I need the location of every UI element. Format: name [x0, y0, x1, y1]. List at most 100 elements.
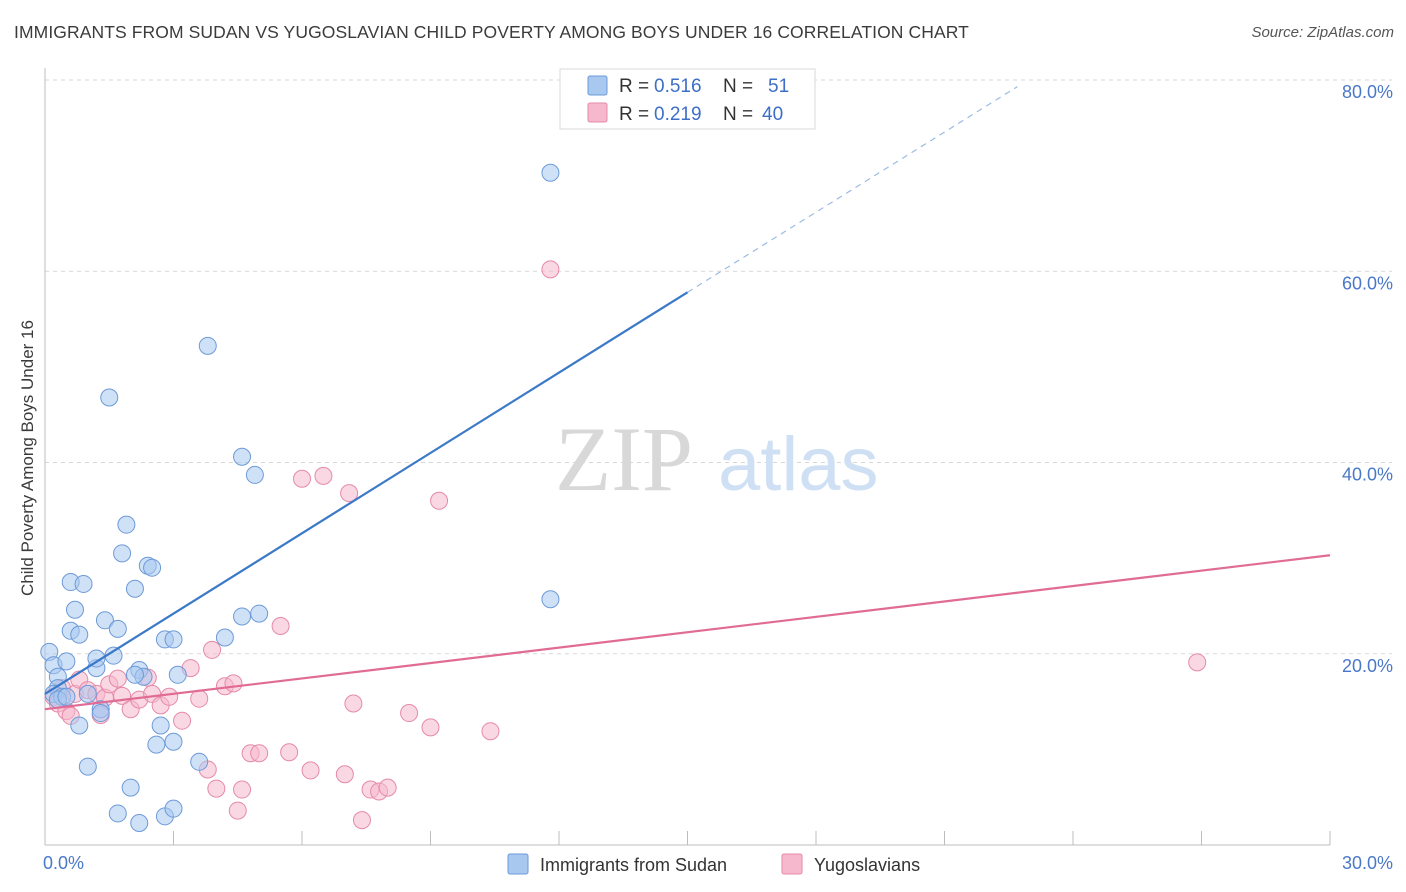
- yugoslavian-point-29: [233, 780, 252, 799]
- legend-n-label-yugoslavians: N =: [723, 104, 753, 125]
- series-yugoslavians-points: [44, 260, 1207, 830]
- yugoslavian-point-45: [421, 718, 440, 737]
- yugoslavian-point-19: [160, 687, 179, 706]
- legend-n-value-yugoslavians: 40: [762, 104, 783, 125]
- legend: R = 0.516 N = 51 R = 0.219 N = 40: [559, 68, 816, 130]
- sudan-point-13: [74, 574, 93, 593]
- sudan-point-49: [245, 465, 264, 484]
- watermark-zip: ZIP: [555, 408, 693, 510]
- legend-swatch-yugoslavians: [587, 102, 608, 123]
- sudan-point-8: [57, 652, 76, 671]
- sudan-point-50: [250, 604, 269, 623]
- sudan-point-47: [233, 447, 252, 466]
- sudan-point-40: [164, 630, 183, 649]
- sudan-point-45: [190, 752, 209, 771]
- sudan-point-20: [95, 611, 114, 630]
- bottom-legend-swatch-yugoslavians: [781, 853, 803, 875]
- yugoslavian-point-31: [250, 744, 269, 763]
- yugoslavian-point-22: [190, 689, 209, 708]
- sudan-point-51: [541, 590, 560, 609]
- y-tick-label-2: 60.0%: [1342, 273, 1393, 293]
- yugoslavian-point-46: [430, 491, 449, 510]
- sudan-point-34: [147, 735, 166, 754]
- sudan-point-16: [78, 684, 97, 703]
- sudan-point-41: [168, 665, 187, 684]
- yugoslavian-point-24: [203, 640, 222, 659]
- legend-r-label-sudan: R =: [619, 76, 649, 97]
- sudan-point-42: [164, 732, 183, 751]
- yugoslavian-point-49: [1188, 653, 1207, 672]
- legend-n-value-sudan: 51: [768, 76, 789, 97]
- yugoslavian-point-36: [314, 466, 333, 485]
- sudan-point-43: [164, 799, 183, 818]
- bottom-legend-swatch-sudan: [507, 853, 529, 875]
- yugoslavian-point-32: [271, 617, 290, 636]
- sudan-point-29: [125, 579, 144, 598]
- yugoslavian-point-37: [340, 484, 359, 503]
- x-tick-label-0: 0.0%: [43, 853, 84, 873]
- legend-r-label-yugoslavians: R =: [619, 104, 649, 125]
- y-axis-label: Child Poverty Among Boys Under 16: [18, 320, 37, 596]
- yugoslavian-point-27: [224, 674, 243, 693]
- series-sudan-points: [40, 163, 560, 833]
- sudan-trend-line: [44, 291, 689, 695]
- sudan-point-22: [91, 704, 110, 723]
- yugoslavian-point-35: [301, 761, 320, 780]
- sudan-point-18: [87, 649, 106, 668]
- tick-labels: 20.0% 40.0% 60.0% 80.0% 0.0% 30.0%: [43, 82, 1393, 873]
- sudan-point-25: [108, 804, 127, 823]
- sudan-point-46: [215, 628, 234, 647]
- sudan-point-44: [198, 336, 217, 355]
- legend-swatch-sudan: [587, 75, 608, 96]
- chart-title: IMMIGRANTS FROM SUDAN VS YUGOSLAVIAN CHI…: [14, 22, 969, 42]
- yugoslavian-point-38: [335, 765, 354, 784]
- x-tick-label-1: 30.0%: [1342, 853, 1393, 873]
- sudan-point-11: [65, 600, 84, 619]
- sudan-point-27: [117, 515, 136, 534]
- legend-r-value-sudan: 0.516: [654, 76, 702, 97]
- legend-n-label-sudan: N =: [723, 76, 753, 97]
- yugoslavian-point-39: [344, 694, 363, 713]
- sudan-point-37: [130, 814, 149, 833]
- grid-lines: [45, 79, 1392, 655]
- yugoslavian-point-20: [173, 711, 192, 730]
- y-tick-label-3: 80.0%: [1342, 82, 1393, 102]
- bottom-legend-label-yugoslavians: Yugoslavians: [814, 855, 920, 875]
- sudan-point-12: [70, 625, 89, 644]
- sudan-point-14: [70, 716, 89, 735]
- sudan-trend-extension: [687, 86, 1018, 293]
- bottom-legend: Immigrants from Sudan Yugoslavians: [507, 853, 920, 875]
- yugoslavian-point-44: [400, 704, 419, 723]
- watermark-atlas: atlas: [718, 422, 879, 507]
- sudan-point-15: [78, 757, 97, 776]
- yugoslavian-point-28: [228, 801, 247, 820]
- sudan-point-35: [151, 716, 170, 735]
- yugoslavian-point-12: [108, 669, 127, 688]
- bottom-legend-label-sudan: Immigrants from Sudan: [540, 855, 727, 875]
- yugoslavian-point-47: [481, 722, 500, 741]
- sudan-point-7: [57, 687, 76, 706]
- sudan-point-38: [125, 665, 144, 684]
- source-credit: Source: ZipAtlas.com: [1251, 24, 1394, 41]
- yugoslavian-point-48: [541, 260, 560, 279]
- yugoslavian-point-25: [207, 779, 226, 798]
- sudan-point-28: [121, 778, 140, 797]
- sudan-point-52: [541, 163, 560, 182]
- watermark: ZIP atlas: [555, 408, 879, 510]
- yugoslavian-point-40: [352, 811, 371, 830]
- sudan-point-48: [233, 607, 252, 626]
- yugoslavian-point-34: [293, 469, 311, 488]
- y-tick-label-0: 20.0%: [1342, 656, 1393, 676]
- sudan-point-26: [113, 544, 132, 563]
- yugoslavian-point-33: [280, 743, 299, 762]
- sudan-point-24: [108, 619, 127, 638]
- trend-lines: [44, 86, 1331, 711]
- sudan-point-21: [100, 388, 119, 407]
- yugoslavian-point-43: [378, 778, 397, 797]
- legend-r-value-yugoslavians: 0.219: [654, 104, 702, 125]
- yugoslavian-trend-line: [44, 554, 1331, 711]
- axes: [44, 68, 1331, 846]
- y-tick-label-1: 40.0%: [1342, 465, 1393, 485]
- sudan-point-33: [143, 558, 162, 577]
